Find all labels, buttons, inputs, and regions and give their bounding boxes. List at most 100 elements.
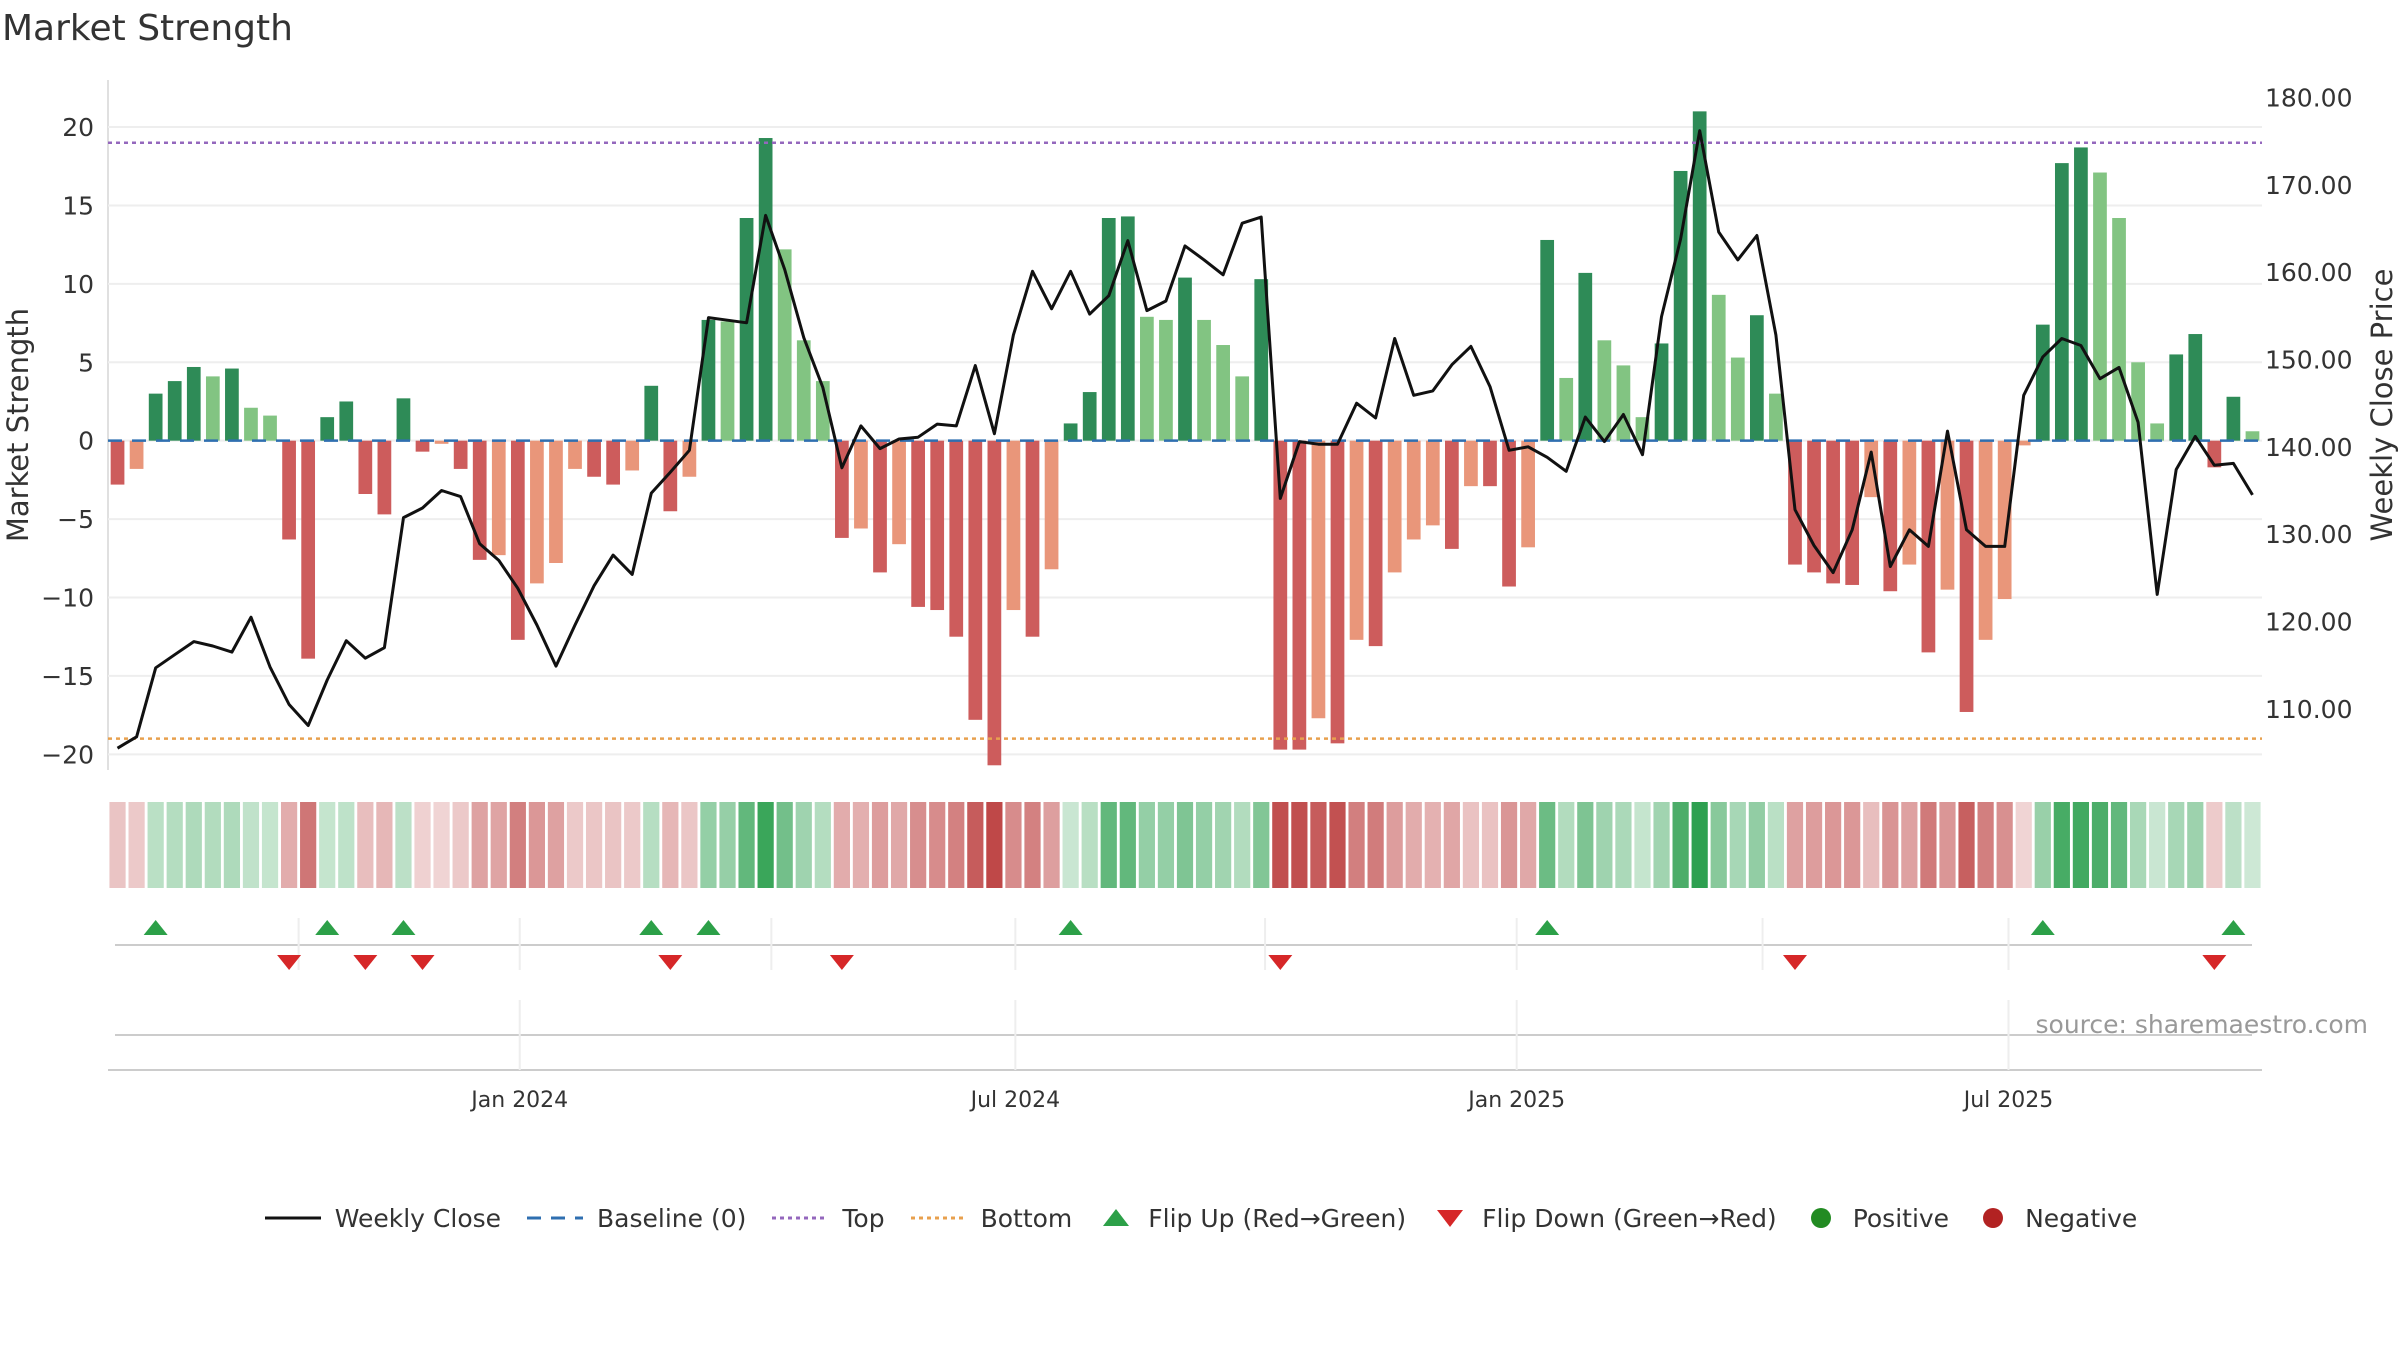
flip-down-marker <box>1268 955 1293 970</box>
heat-strip-cell <box>204 802 221 888</box>
strength-bar <box>2074 147 2088 441</box>
heat-strip-cell <box>1767 802 1785 888</box>
strength-bar <box>1578 272 1593 441</box>
x-tick-label: Jul 2025 <box>1962 1088 2054 1113</box>
strength-bar <box>1311 440 1326 719</box>
heat-strip-cell <box>242 802 260 888</box>
heat-strip-cell <box>1157 802 1175 888</box>
heat-strip-cell <box>1215 802 1232 888</box>
heat-strip-cell <box>2225 802 2242 888</box>
strength-bar <box>1902 440 1917 565</box>
heat-strip-cell <box>1748 802 1765 888</box>
strength-bar <box>1978 440 1993 640</box>
heat-strip-cell <box>2206 802 2223 888</box>
strength-bar <box>415 440 430 452</box>
heat-strip-cell <box>2129 802 2147 888</box>
legend-item-baseline: Baseline (0) <box>525 1204 746 1233</box>
y-tick-label-left: 20 <box>62 113 94 142</box>
x-tick-label: Jan 2025 <box>1466 1088 1565 1113</box>
heat-strip-cell <box>338 802 355 888</box>
heat-strip-cell <box>776 802 793 888</box>
heat-strip-cell <box>833 802 850 888</box>
heat-strip-cell <box>1577 802 1594 888</box>
strength-bar <box>1864 440 1879 498</box>
strength-bar <box>1425 440 1440 526</box>
heat-strip-cell <box>1100 802 1117 888</box>
strength-bar <box>453 440 468 469</box>
y-axis-title-left: Market Strength <box>1 308 35 542</box>
heat-strip-cell <box>223 802 241 888</box>
y-tick-label-right: 160.00 <box>2265 258 2352 287</box>
strength-bar <box>530 440 544 584</box>
heat-strip-cell <box>547 802 565 888</box>
flip-down-marker <box>277 955 302 970</box>
flip-up-marker <box>315 920 340 935</box>
heat-strip-cell <box>452 802 469 888</box>
flip-down-marker <box>658 955 683 970</box>
heat-strip-cell <box>357 802 374 888</box>
legend-item-weekly-close: Weekly Close <box>263 1204 501 1233</box>
heat-strip-cell <box>1863 802 1880 888</box>
heat-strip-cell <box>1710 802 1727 888</box>
heat-strip-cell <box>566 802 584 888</box>
strength-bar <box>720 321 735 441</box>
strength-bar <box>434 440 449 444</box>
heat-strip-cell <box>1844 802 1861 888</box>
heat-strip-cell <box>319 802 336 888</box>
heat-strip-cell <box>1005 802 1022 888</box>
y-tick-label-left: 10 <box>62 270 94 299</box>
strength-bar <box>1769 393 1783 441</box>
strength-bar <box>1216 345 1230 441</box>
strength-bar <box>110 440 125 485</box>
heat-strip-cell <box>738 802 755 888</box>
heat-strip-cell <box>605 802 622 888</box>
strength-bar <box>1254 279 1269 441</box>
heat-strip-cell <box>395 802 412 888</box>
strength-bar <box>1521 440 1535 548</box>
strength-bar <box>1387 440 1402 573</box>
strength-bar <box>1101 218 1116 441</box>
strength-bar <box>911 440 925 607</box>
strength-bar <box>1120 216 1135 441</box>
strength-bar <box>777 249 792 441</box>
heat-strip-cell <box>1825 802 1842 888</box>
heat-strip-cell <box>871 802 889 888</box>
heat-strip-cell <box>490 802 507 888</box>
strength-bar <box>377 440 392 515</box>
heat-strip-cell <box>128 802 145 888</box>
legend-label: Bottom <box>980 1203 1073 1233</box>
y-tick-label-left: −5 <box>57 505 94 534</box>
legend-label: Negative <box>2025 1203 2138 1233</box>
strength-bar <box>587 440 601 477</box>
strength-bar <box>1445 440 1459 549</box>
heat-strip-cell <box>1481 802 1499 888</box>
legend-item-negative: Negative <box>1973 1204 2137 1233</box>
strength-bar <box>987 440 1002 766</box>
flip-up-marker <box>1058 920 1083 935</box>
strength-bar <box>644 385 659 441</box>
strength-bar <box>167 381 182 441</box>
strength-bar <box>1559 377 1574 441</box>
heat-strip-cell <box>1596 802 1613 888</box>
strength-bar <box>491 440 506 556</box>
strength-bar <box>1140 316 1154 441</box>
strength-bar <box>148 393 163 441</box>
strength-bar <box>835 440 849 538</box>
strength-bar <box>396 398 411 441</box>
heat-strip-cell <box>1786 802 1804 888</box>
strength-bar <box>1959 440 1974 712</box>
legend-label: Positive <box>1852 1203 1950 1233</box>
heat-strip-cell <box>1539 802 1556 888</box>
heat-strip-cell <box>147 802 164 888</box>
heat-strip-cell <box>929 802 946 888</box>
heat-strip-cell <box>585 802 603 888</box>
weekly-close-line <box>116 129 2254 750</box>
strength-bar <box>949 440 964 637</box>
strength-bar <box>2188 334 2203 441</box>
strength-bar <box>129 440 144 469</box>
strength-bar <box>301 440 316 659</box>
heat-strip-cell <box>1520 802 1537 888</box>
strength-bar <box>1597 340 1612 441</box>
y-tick-label-left: −15 <box>41 662 94 691</box>
strength-bar <box>282 440 296 540</box>
